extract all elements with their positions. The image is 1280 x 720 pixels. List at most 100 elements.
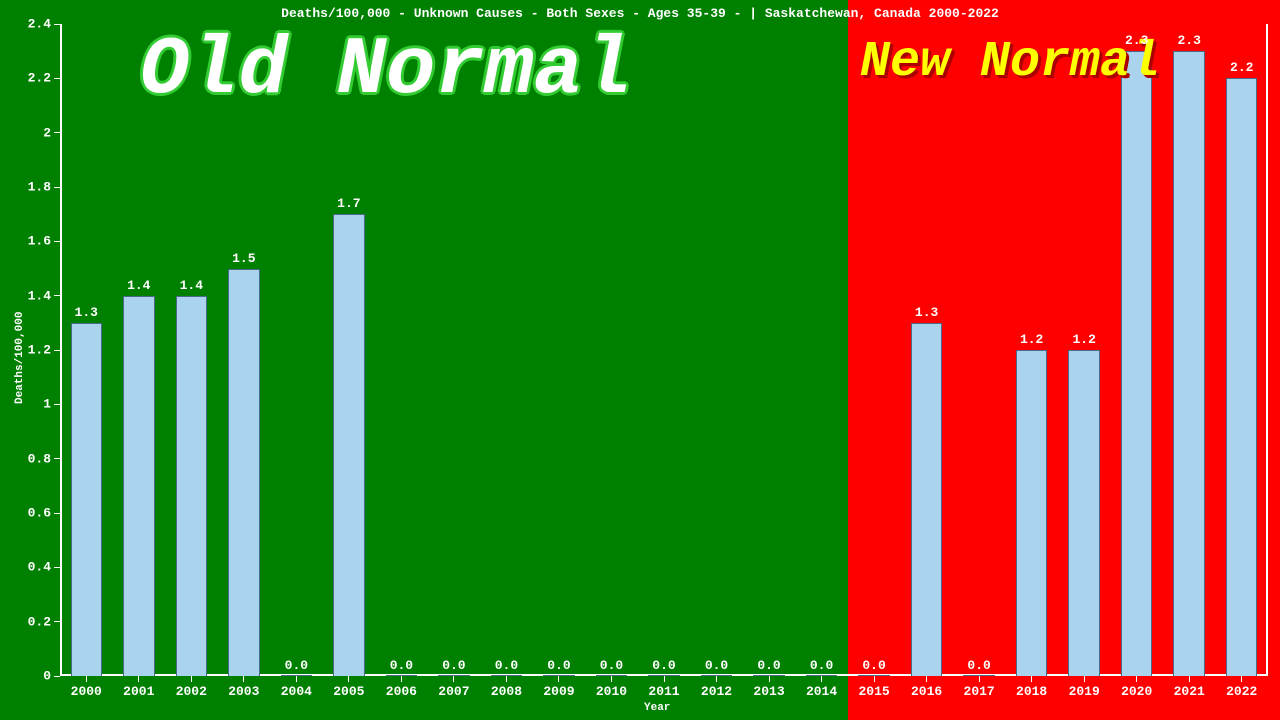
x-tick: [558, 676, 559, 682]
x-tick-label: 2016: [911, 684, 942, 699]
x-tick-label: 2001: [123, 684, 154, 699]
x-tick-label: 2009: [543, 684, 574, 699]
bar: [386, 675, 418, 676]
bar: [543, 675, 575, 676]
bar: [648, 675, 680, 676]
y-tick-label: 0.4: [15, 560, 51, 575]
axis-line: [60, 24, 62, 676]
bar-value-label: 0.0: [705, 658, 728, 673]
plot-area: [60, 24, 1268, 676]
bar-value-label: 0.0: [390, 658, 413, 673]
x-tick-label: 2007: [438, 684, 469, 699]
bar: [333, 214, 365, 676]
bar: [858, 675, 890, 676]
x-tick: [243, 676, 244, 682]
bar: [1121, 51, 1153, 676]
y-tick-label: 0.6: [15, 506, 51, 521]
x-tick: [769, 676, 770, 682]
y-tick: [54, 78, 60, 79]
bar-value-label: 2.3: [1178, 33, 1201, 48]
bar-value-label: 0.0: [757, 658, 780, 673]
x-tick: [874, 676, 875, 682]
x-tick-label: 2022: [1226, 684, 1257, 699]
bar-value-label: 0.0: [862, 658, 885, 673]
x-tick: [926, 676, 927, 682]
annotation-old-normal: Old Normal: [140, 24, 632, 117]
x-tick: [348, 676, 349, 682]
x-tick: [453, 676, 454, 682]
bar: [176, 296, 208, 676]
bar: [438, 675, 470, 676]
x-tick-label: 2012: [701, 684, 732, 699]
bar: [1068, 350, 1100, 676]
bar-value-label: 1.3: [75, 305, 98, 320]
x-tick: [979, 676, 980, 682]
bar-value-label: 1.4: [127, 278, 150, 293]
x-tick: [296, 676, 297, 682]
x-tick: [1241, 676, 1242, 682]
x-tick-label: 2020: [1121, 684, 1152, 699]
bar: [701, 675, 733, 676]
axis-line: [1266, 24, 1268, 676]
bar: [281, 675, 313, 676]
x-tick: [1031, 676, 1032, 682]
x-tick: [716, 676, 717, 682]
bar-value-label: 0.0: [600, 658, 623, 673]
bar-value-label: 0.0: [810, 658, 833, 673]
bar-value-label: 0.0: [652, 658, 675, 673]
y-tick: [54, 621, 60, 622]
bar: [123, 296, 155, 676]
bar-value-label: 1.5: [232, 251, 255, 266]
y-tick: [54, 513, 60, 514]
y-axis-label: Deaths/100,000: [14, 312, 26, 404]
annotation-new-normal: New Normal: [860, 34, 1160, 91]
x-tick-label: 2000: [71, 684, 102, 699]
bar: [911, 323, 943, 676]
y-tick-label: 1.4: [15, 288, 51, 303]
x-tick: [664, 676, 665, 682]
bar-value-label: 1.2: [1020, 332, 1043, 347]
x-tick: [611, 676, 612, 682]
x-tick-label: 2017: [964, 684, 995, 699]
x-tick-label: 2014: [806, 684, 837, 699]
bar: [1226, 78, 1258, 676]
bar-value-label: 0.0: [442, 658, 465, 673]
x-tick-label: 2011: [648, 684, 679, 699]
x-tick-label: 2008: [491, 684, 522, 699]
y-tick: [54, 404, 60, 405]
y-tick-label: 1: [15, 397, 51, 412]
bar: [596, 675, 628, 676]
x-tick: [821, 676, 822, 682]
bar: [491, 675, 523, 676]
y-tick: [54, 295, 60, 296]
y-tick-label: 0.2: [15, 614, 51, 629]
bar-value-label: 0.0: [967, 658, 990, 673]
x-tick-label: 2013: [753, 684, 784, 699]
x-tick-label: 2018: [1016, 684, 1047, 699]
bar-value-label: 0.0: [547, 658, 570, 673]
y-tick-label: 0.8: [15, 451, 51, 466]
y-tick-label: 2.4: [15, 17, 51, 32]
y-tick-label: 1.8: [15, 180, 51, 195]
bar: [1016, 350, 1048, 676]
y-tick-label: 2: [15, 125, 51, 140]
bar: [71, 323, 103, 676]
x-tick-label: 2006: [386, 684, 417, 699]
bar-value-label: 0.0: [285, 658, 308, 673]
bar-value-label: 1.3: [915, 305, 938, 320]
bar: [963, 675, 995, 676]
bar: [228, 269, 260, 677]
bar-value-label: 1.4: [180, 278, 203, 293]
bar: [1173, 51, 1205, 676]
y-tick: [54, 24, 60, 25]
bar: [753, 675, 785, 676]
bar-value-label: 1.7: [337, 196, 360, 211]
x-tick: [191, 676, 192, 682]
bar: [806, 675, 838, 676]
x-tick-label: 2005: [333, 684, 364, 699]
x-tick: [1136, 676, 1137, 682]
bar-value-label: 1.2: [1072, 332, 1095, 347]
x-tick-label: 2010: [596, 684, 627, 699]
y-tick: [54, 458, 60, 459]
y-tick: [54, 132, 60, 133]
